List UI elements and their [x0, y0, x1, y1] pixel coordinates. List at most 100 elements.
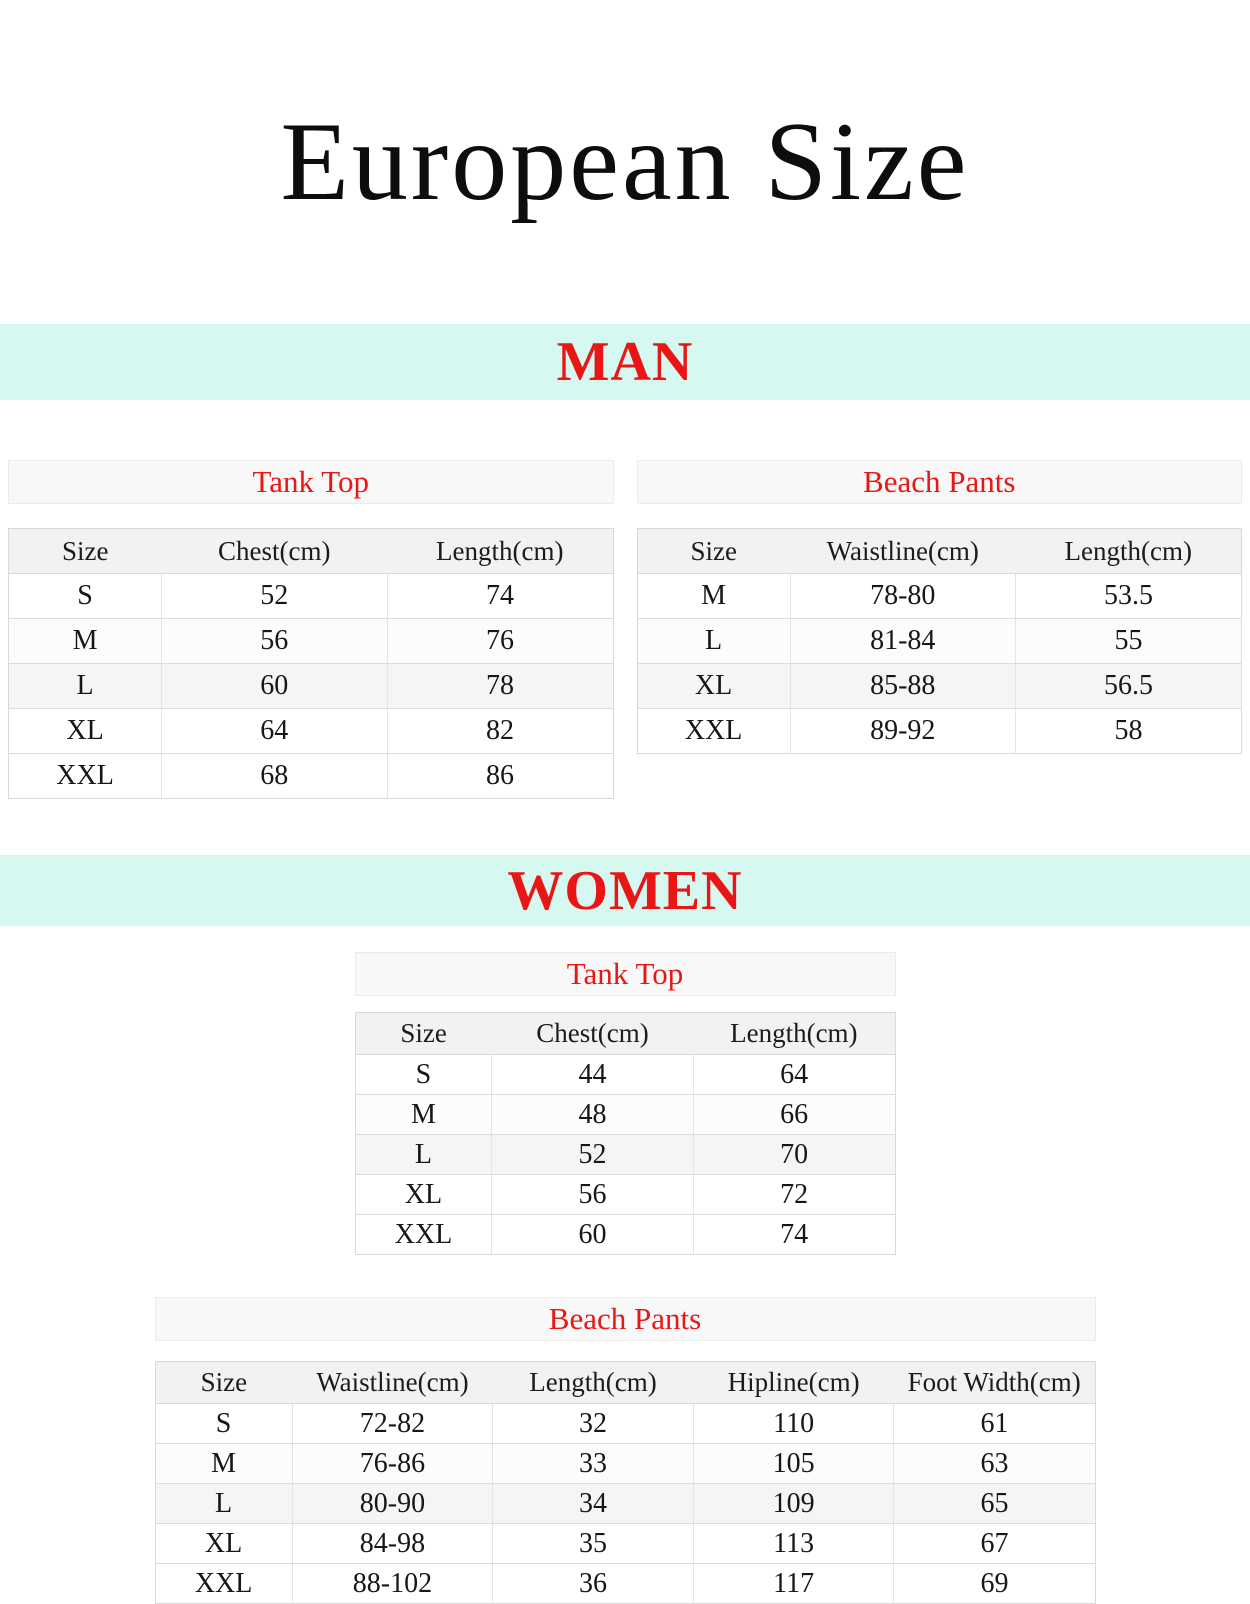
table-cell: 88-102	[291, 1563, 494, 1604]
column-header: Chest(cm)	[161, 528, 388, 575]
women-banner-label: WOMEN	[507, 859, 743, 922]
women-tank-top-block: Tank Top Size Chest(cm) Length(cm) S 44 …	[354, 952, 896, 1256]
women-beach-pants-title: Beach Pants	[154, 1297, 1096, 1342]
table-cell: 61	[893, 1403, 1096, 1445]
size-chart-page: European Size MAN Tank Top Size Chest(cm…	[0, 75, 1250, 1604]
table-cell: 60	[161, 663, 388, 710]
table-cell: 52	[161, 573, 388, 620]
table-cell: L	[154, 1483, 293, 1525]
table-cell: S	[7, 573, 163, 620]
table-cell: S	[154, 1403, 293, 1445]
table-cell: XXL	[154, 1563, 293, 1604]
table-cell: XXL	[354, 1214, 493, 1256]
table-cell: XL	[7, 708, 163, 755]
table-cell: 110	[692, 1403, 895, 1445]
table-row: XL 85-88 56.5	[636, 663, 1242, 710]
table-cell: 84-98	[291, 1523, 494, 1565]
table-cell: 113	[692, 1523, 895, 1565]
women-beach-pants-block: Beach Pants Size Waistline(cm) Length(cm…	[154, 1297, 1096, 1604]
table-row: XL 84-98 35 113 67	[154, 1523, 1096, 1565]
table-cell: 72-82	[291, 1403, 494, 1445]
table-row: XXL 60 74	[354, 1214, 896, 1256]
spacer	[637, 504, 1243, 528]
column-header: Foot Width(cm)	[893, 1361, 1096, 1405]
man-beach-pants-block: Beach Pants Size Waistline(cm) Length(cm…	[636, 460, 1243, 799]
table-cell: 56	[491, 1174, 694, 1216]
table-cell: 70	[692, 1134, 896, 1176]
man-tank-top-title: Tank Top	[8, 460, 614, 505]
table-cell: 52	[491, 1134, 694, 1176]
table-cell: 78	[386, 663, 614, 710]
column-header: Waistline(cm)	[292, 1361, 493, 1405]
table-row: XXL 89-92 58	[636, 708, 1242, 755]
table-cell: 89-92	[789, 708, 1017, 755]
man-beach-pants-title: Beach Pants	[636, 460, 1242, 505]
column-header: Length(cm)	[693, 1012, 896, 1056]
man-section-banner: MAN	[0, 324, 1250, 401]
table-cell: 117	[692, 1563, 895, 1604]
table-row: S 52 74	[7, 573, 614, 620]
column-header: Length(cm)	[387, 528, 614, 575]
table-cell: 53.5	[1015, 573, 1242, 620]
table-row: M 56 76	[7, 618, 614, 665]
column-header: Size	[154, 1361, 293, 1405]
column-header: Size	[7, 528, 162, 575]
spacer	[155, 1341, 1096, 1361]
man-tank-top-block: Tank Top Size Chest(cm) Length(cm) S 52 …	[7, 460, 614, 800]
man-tank-top-table: Size Chest(cm) Length(cm) S 52 74 M 56 7…	[7, 528, 614, 800]
column-header: Chest(cm)	[491, 1012, 694, 1056]
table-cell: S	[354, 1054, 493, 1096]
column-header: Hipline(cm)	[693, 1361, 894, 1405]
table-cell: XL	[154, 1523, 293, 1565]
table-cell: M	[636, 573, 791, 620]
women-tank-top-title: Tank Top	[354, 952, 896, 997]
column-header: Size	[636, 528, 791, 575]
table-row: XXL 68 86	[7, 753, 614, 800]
man-beach-pants-table: Size Waistline(cm) Length(cm) M 78-80 53…	[636, 528, 1242, 755]
women-beach-pants-table: Size Waistline(cm) Length(cm) Hipline(cm…	[154, 1361, 1096, 1604]
table-cell: 81-84	[789, 618, 1017, 665]
table-cell: 44	[491, 1054, 694, 1096]
table-cell: 82	[386, 708, 614, 755]
table-cell: L	[7, 663, 163, 710]
table-cell: XL	[354, 1174, 493, 1216]
women-section-banner: WOMEN	[0, 855, 1250, 927]
table-row: L 80-90 34 109 65	[154, 1483, 1096, 1525]
table-row: XL 56 72	[354, 1174, 896, 1216]
header-row: Size Waistline(cm) Length(cm)	[636, 528, 1242, 575]
table-cell: L	[354, 1134, 493, 1176]
table-cell: 72	[692, 1174, 896, 1216]
table-cell: 60	[491, 1214, 694, 1256]
table-cell: 85-88	[789, 663, 1017, 710]
table-row: S 72-82 32 110 61	[154, 1403, 1096, 1445]
spacer	[8, 504, 614, 528]
table-cell: 68	[161, 753, 388, 800]
table-row: S 44 64	[354, 1054, 896, 1096]
table-cell: 69	[893, 1563, 1096, 1604]
table-cell: XXL	[636, 708, 791, 755]
man-tables-row: Tank Top Size Chest(cm) Length(cm) S 52 …	[0, 460, 1250, 800]
table-cell: 109	[692, 1483, 895, 1525]
table-cell: 67	[893, 1523, 1096, 1565]
header-row: Size Chest(cm) Length(cm)	[7, 528, 614, 575]
header-row: Size Chest(cm) Length(cm)	[354, 1012, 896, 1056]
table-row: M 48 66	[354, 1094, 896, 1136]
table-cell: 36	[492, 1563, 694, 1604]
table-cell: 74	[692, 1214, 896, 1256]
table-cell: 78-80	[789, 573, 1017, 620]
table-cell: 58	[1015, 708, 1242, 755]
table-cell: 74	[386, 573, 614, 620]
table-cell: 35	[492, 1523, 694, 1565]
spacer	[355, 996, 896, 1012]
table-cell: 86	[386, 753, 614, 800]
table-row: L 60 78	[7, 663, 614, 710]
table-row: XL 64 82	[7, 708, 614, 755]
table-cell: 80-90	[291, 1483, 494, 1525]
table-cell: 76	[386, 618, 614, 665]
table-cell: 56.5	[1015, 663, 1242, 710]
table-cell: 66	[692, 1094, 896, 1136]
table-cell: 64	[692, 1054, 896, 1096]
table-cell: 34	[492, 1483, 694, 1525]
table-cell: M	[354, 1094, 493, 1136]
table-cell: 56	[161, 618, 388, 665]
